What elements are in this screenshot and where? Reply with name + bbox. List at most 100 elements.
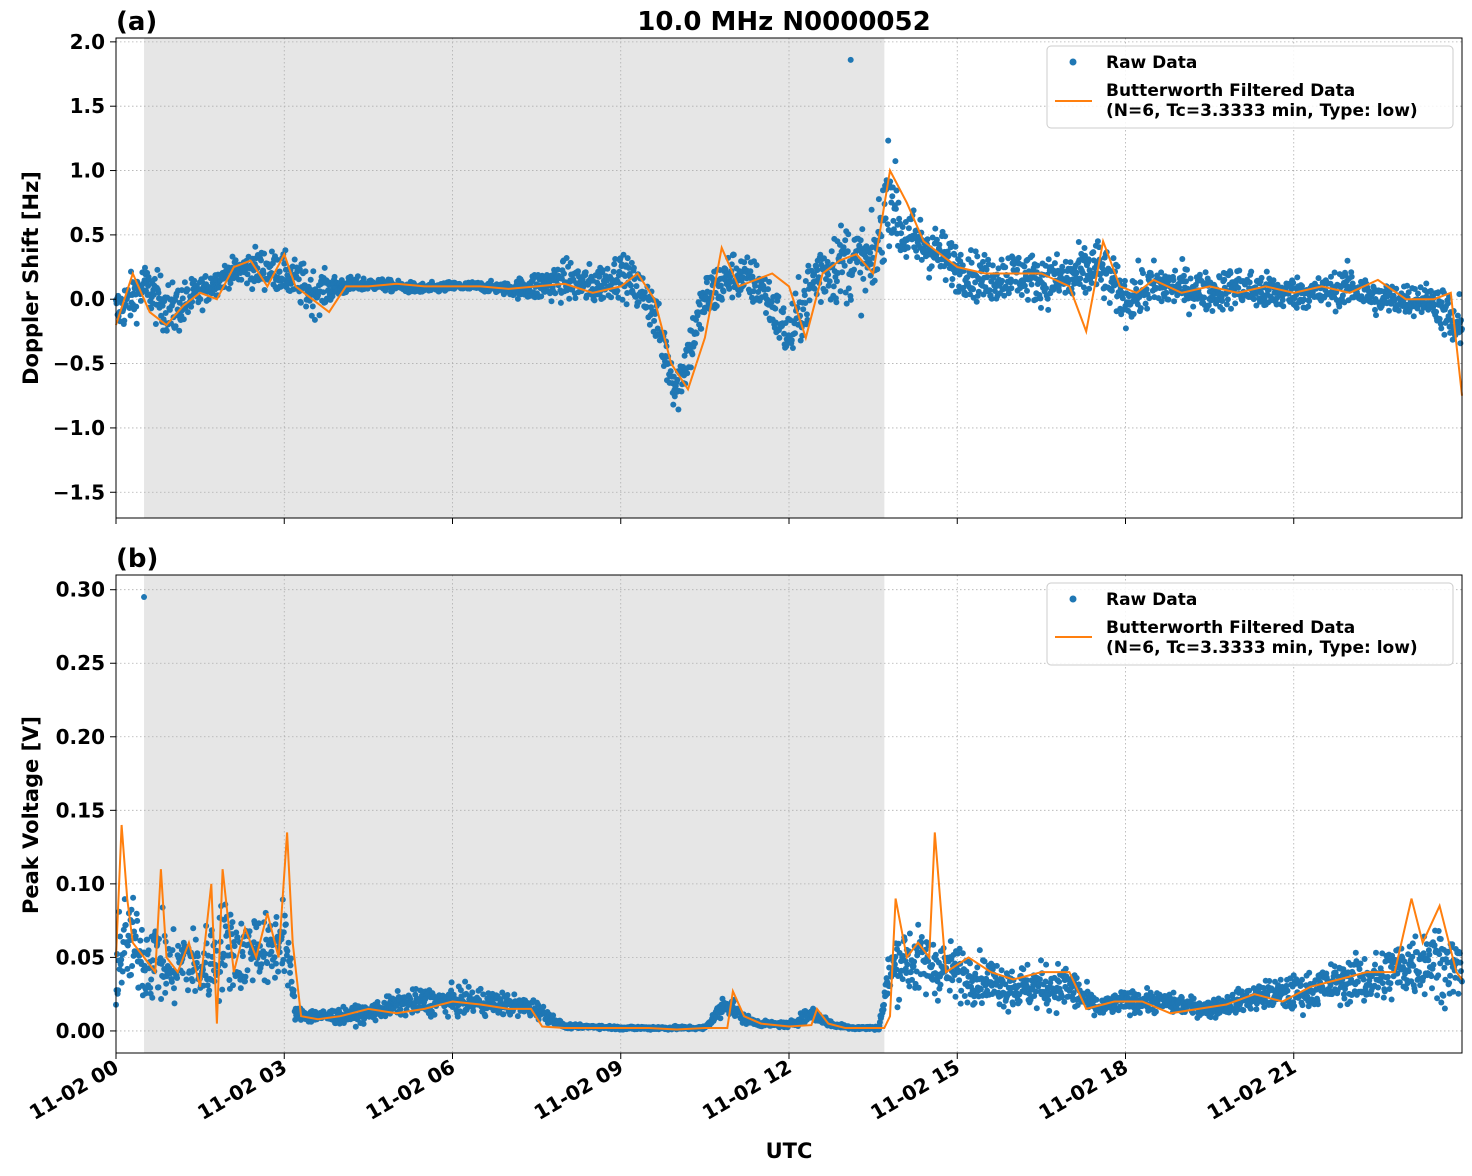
raw-point xyxy=(312,317,318,323)
raw-point xyxy=(1278,977,1284,983)
raw-point xyxy=(1259,275,1265,281)
raw-point xyxy=(967,960,973,966)
raw-point xyxy=(763,310,769,316)
raw-point xyxy=(958,988,964,994)
raw-point xyxy=(188,304,194,310)
raw-point xyxy=(332,274,338,280)
raw-point xyxy=(972,1000,978,1006)
raw-point xyxy=(592,297,598,303)
raw-point xyxy=(259,961,265,967)
raw-point xyxy=(121,950,127,956)
raw-point xyxy=(1190,304,1196,310)
raw-point xyxy=(1082,245,1088,251)
raw-point xyxy=(1140,270,1146,276)
raw-point xyxy=(714,303,720,309)
raw-point xyxy=(727,274,733,280)
raw-point xyxy=(754,262,760,268)
raw-point xyxy=(929,962,935,968)
raw-point xyxy=(829,248,835,254)
raw-point xyxy=(1045,296,1051,302)
raw-point xyxy=(859,226,865,232)
raw-point xyxy=(128,313,134,319)
raw-point xyxy=(205,982,211,988)
raw-point xyxy=(1009,969,1015,975)
raw-point xyxy=(766,279,772,285)
raw-point xyxy=(262,287,268,293)
raw-point xyxy=(858,237,864,243)
raw-point xyxy=(1280,303,1286,309)
raw-point xyxy=(170,947,176,953)
raw-point xyxy=(119,980,125,986)
raw-point xyxy=(1306,970,1312,976)
raw-point xyxy=(291,987,297,993)
raw-point xyxy=(458,987,464,993)
raw-point xyxy=(245,967,251,973)
raw-point xyxy=(726,286,732,292)
raw-point xyxy=(238,277,244,283)
raw-point xyxy=(1280,297,1286,303)
raw-point xyxy=(192,988,198,994)
raw-point xyxy=(842,237,848,243)
raw-point xyxy=(261,251,267,257)
raw-point xyxy=(842,263,848,269)
raw-point xyxy=(1404,283,1410,289)
raw-point xyxy=(1224,301,1230,307)
raw-point xyxy=(1151,258,1157,264)
raw-point xyxy=(1037,296,1043,302)
raw-point xyxy=(1298,982,1304,988)
raw-point xyxy=(1148,273,1154,279)
raw-point xyxy=(134,321,140,327)
raw-point xyxy=(833,299,839,305)
raw-point xyxy=(886,243,892,249)
raw-point xyxy=(1025,962,1031,968)
raw-point xyxy=(1220,307,1226,313)
panel-b-ylabel: Peak Voltage [V] xyxy=(19,716,43,914)
raw-point xyxy=(896,200,902,206)
raw-point xyxy=(310,268,316,274)
raw-point xyxy=(1056,288,1062,294)
raw-point xyxy=(185,309,191,315)
raw-point xyxy=(1063,966,1069,972)
raw-point xyxy=(128,972,134,978)
panel-a-doppler: (a) Doppler Shift [Hz] −1.5−1.0−0.50.00.… xyxy=(19,7,1465,524)
raw-point xyxy=(292,257,298,263)
raw-point xyxy=(969,260,975,266)
raw-point xyxy=(915,922,921,928)
raw-point xyxy=(987,287,993,293)
raw-point xyxy=(558,300,564,306)
raw-point xyxy=(153,321,159,327)
raw-point xyxy=(1008,285,1014,291)
raw-point xyxy=(281,968,287,974)
raw-point xyxy=(296,276,302,282)
raw-point xyxy=(634,283,640,289)
raw-point xyxy=(1084,979,1090,985)
raw-point xyxy=(611,269,617,275)
raw-point xyxy=(1437,316,1443,322)
raw-point xyxy=(149,995,155,1001)
raw-point xyxy=(977,947,983,953)
raw-point xyxy=(190,925,196,931)
raw-point xyxy=(164,328,170,334)
panel-a-ytick-label-4: 0.5 xyxy=(70,223,105,247)
raw-point xyxy=(469,989,475,995)
raw-point xyxy=(1054,251,1060,257)
raw-point xyxy=(1093,997,1099,1003)
raw-point xyxy=(851,267,857,273)
raw-point xyxy=(1137,1010,1143,1016)
raw-point xyxy=(129,963,135,969)
raw-point xyxy=(564,255,570,261)
raw-point xyxy=(964,1000,970,1006)
raw-point xyxy=(1197,272,1203,278)
raw-point xyxy=(203,273,209,279)
raw-point xyxy=(929,263,935,269)
raw-point xyxy=(765,286,771,292)
raw-point xyxy=(947,988,953,994)
raw-point xyxy=(123,922,129,928)
panel-a-ytick-label-0: −1.5 xyxy=(53,480,105,504)
raw-point xyxy=(923,991,929,997)
raw-point xyxy=(1253,1006,1259,1012)
raw-point xyxy=(275,969,281,975)
raw-point xyxy=(1022,283,1028,289)
raw-point xyxy=(1179,256,1185,262)
